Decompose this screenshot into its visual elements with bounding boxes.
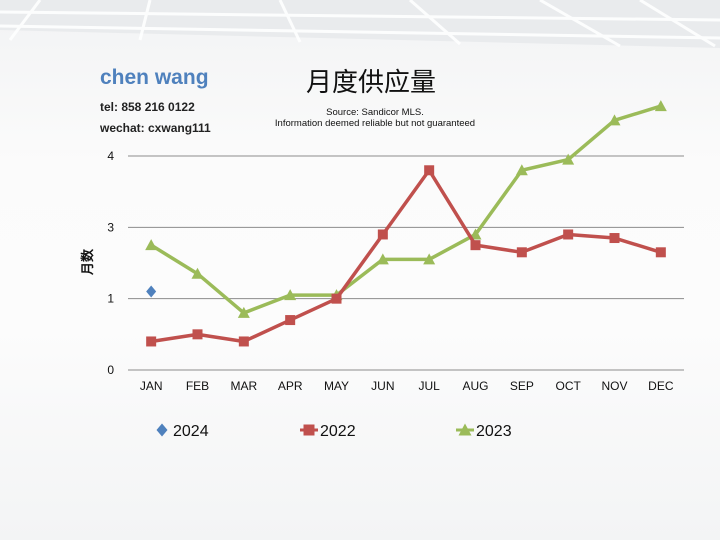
x-tick-label: OCT	[555, 379, 581, 393]
x-tick-label: DEC	[648, 379, 674, 393]
series-line-2023	[150, 104, 662, 315]
legend-label-2024: 2024	[173, 423, 209, 440]
legend-marker-2023	[458, 423, 472, 436]
y-tick-label: 4	[107, 149, 114, 163]
source-line-2: Information deemed reliable but not guar…	[274, 118, 476, 129]
data-point-2024	[146, 285, 157, 298]
x-tick-label: FEB	[186, 379, 209, 393]
legend-marker-2024	[156, 423, 168, 437]
y-axis-label: 月数	[80, 248, 96, 276]
data-point-2022	[146, 336, 157, 347]
x-tick-label: AUG	[462, 379, 488, 393]
x-tick-label: SEP	[510, 379, 534, 393]
legend-marker-2022	[303, 424, 315, 436]
x-tick-label: JUN	[371, 379, 394, 393]
chart-title: 月度供应量	[306, 68, 437, 98]
data-point-2023	[423, 253, 436, 265]
data-point-2022	[424, 165, 435, 176]
data-point-2023	[654, 100, 667, 112]
data-point-2022	[655, 247, 666, 258]
data-point-2023	[376, 253, 389, 265]
source-line-1: Source: Sandicor MLS.	[326, 107, 424, 118]
agent-wechat: wechat: cxwang111	[100, 121, 211, 135]
x-tick-label: JAN	[140, 379, 163, 393]
data-point-2023	[515, 164, 528, 176]
ceiling-background	[0, 0, 720, 48]
agent-name: chen wang	[100, 66, 209, 89]
y-tick-label: 0	[107, 363, 114, 377]
data-point-2022	[238, 336, 249, 347]
legend-label-2022: 2022	[320, 423, 356, 440]
x-tick-label: JUL	[418, 379, 440, 393]
x-tick-label: NOV	[601, 379, 627, 393]
y-tick-label: 1	[107, 292, 114, 306]
data-point-2022	[470, 240, 481, 251]
data-point-2023	[469, 228, 482, 240]
data-point-2023	[608, 114, 621, 126]
data-point-2022	[331, 293, 342, 304]
agent-phone: tel: 858 216 0122	[100, 100, 195, 114]
data-point-2022	[285, 315, 296, 326]
data-point-2023	[237, 306, 250, 318]
data-point-2023	[284, 289, 297, 301]
y-tick-label: 3	[107, 220, 114, 234]
x-tick-label: APR	[278, 379, 303, 393]
data-point-2023	[145, 239, 158, 251]
data-point-2023	[562, 153, 575, 165]
x-tick-label: MAY	[324, 379, 349, 393]
legend-label-2023: 2023	[476, 423, 512, 440]
data-point-2022	[609, 233, 620, 244]
data-point-2022	[516, 247, 527, 258]
x-tick-label: MAR	[230, 379, 257, 393]
series-line-2022	[150, 168, 662, 344]
data-point-2022	[563, 229, 574, 240]
data-point-2022	[192, 329, 203, 340]
data-point-2022	[377, 229, 388, 240]
data-point-2023	[191, 267, 204, 279]
